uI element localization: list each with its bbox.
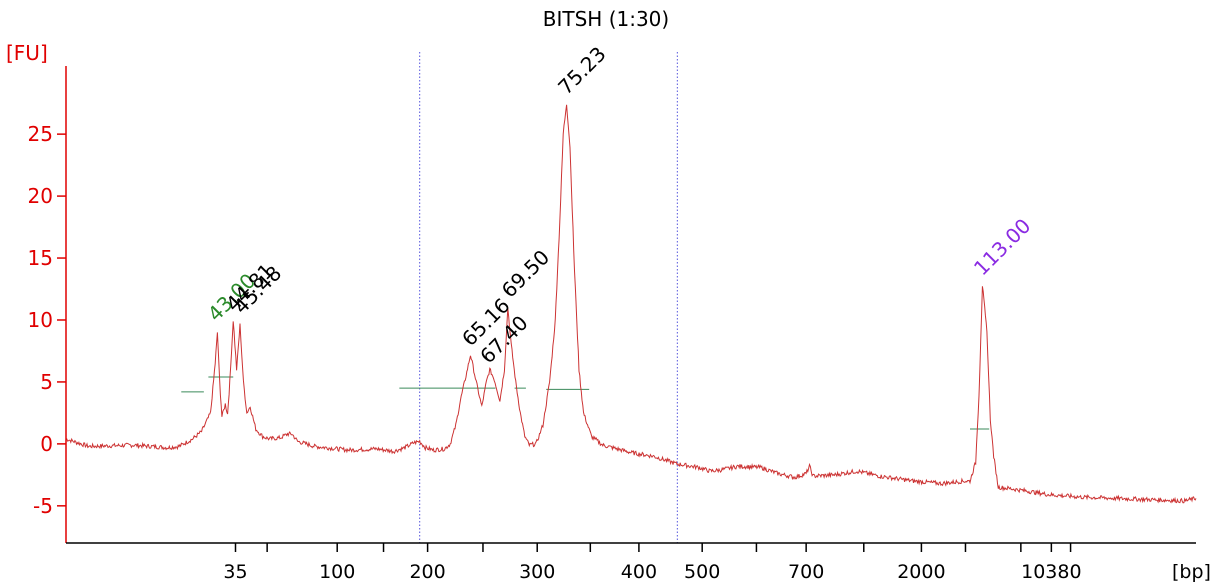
x-tick-label: 700	[788, 561, 824, 583]
y-tick-label: 25	[28, 122, 53, 146]
y-tick-label: -5	[33, 494, 53, 518]
x-tick-label: 500	[684, 561, 720, 583]
peak-range-markers	[181, 376, 990, 430]
y-tick-label: 0	[40, 432, 53, 456]
x-tick-label: 10380	[1021, 561, 1081, 583]
x-tick-label: 2000	[897, 561, 945, 583]
series-group	[65, 104, 1197, 504]
x-tick-label: 35	[223, 561, 247, 583]
x-axis-ticks: 35 100 200 300 400 500 700 2000 10380	[223, 543, 1082, 583]
series-line	[65, 104, 1197, 504]
x-tick-label: 200	[409, 561, 445, 583]
x-axis-label: [bp]	[1172, 561, 1211, 583]
y-tick-label: 10	[28, 308, 53, 332]
y-tick-label: 15	[28, 246, 53, 270]
x-tick-label: 400	[621, 561, 657, 583]
x-tick-label: 300	[519, 561, 555, 583]
y-tick-label: 5	[40, 370, 53, 394]
x-tick-label: 100	[319, 561, 355, 583]
peak-label: 69.50	[497, 245, 554, 302]
peak-label: 113.00	[969, 214, 1035, 280]
peak-labels: 43.0044.8145.4865.1667.4069.5075.23113.0…	[203, 42, 1036, 368]
y-tick-label: 20	[28, 184, 53, 208]
peak-label: 75.23	[553, 42, 610, 99]
y-axis-label: [FU]	[6, 41, 48, 65]
marker-lines	[419, 52, 678, 543]
chart-title: BITSH (1:30)	[543, 7, 669, 31]
y-axis-ticks: -5 0 5 10 15 20 25	[28, 122, 66, 518]
